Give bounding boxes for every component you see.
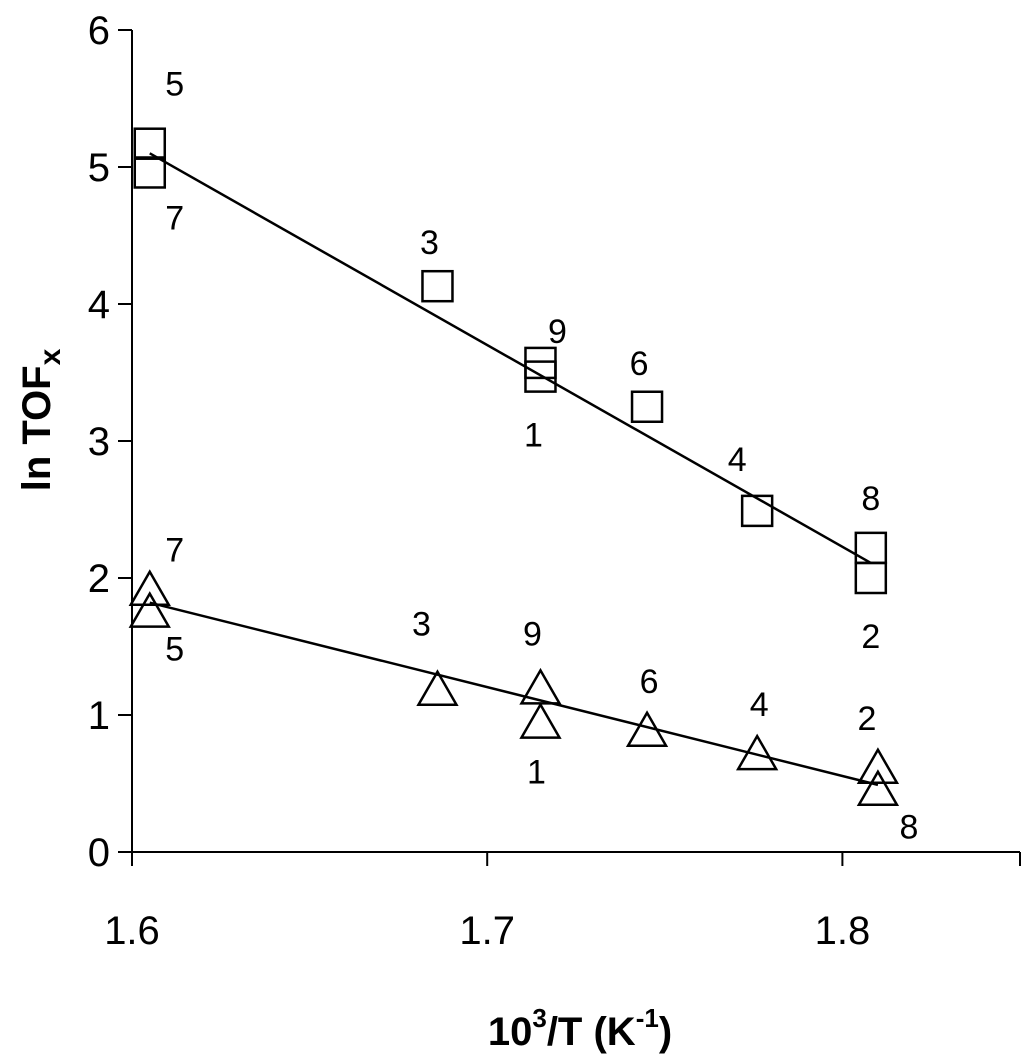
point-label: 6 xyxy=(640,663,659,701)
point-label: 8 xyxy=(861,480,880,518)
point-label: 4 xyxy=(750,686,769,724)
x-axis-title: 103/T (K-1) xyxy=(488,1003,672,1054)
point-label: 8 xyxy=(899,809,918,847)
point-label: 7 xyxy=(165,199,184,237)
triangle-marker xyxy=(735,733,779,771)
point-label: 4 xyxy=(728,441,747,479)
y-tick-label: 1 xyxy=(88,694,110,738)
square-marker xyxy=(854,561,888,595)
triangle-marker xyxy=(625,710,669,748)
fit-line xyxy=(149,152,872,565)
triangle-marker xyxy=(128,569,171,606)
y-tick-label: 3 xyxy=(88,420,110,464)
point-labels: 5 7 3 9 1 6 4 8 2 7 5 3 9 1 6 4 2 8 xyxy=(165,66,918,847)
x-tick-label: 1.8 xyxy=(815,909,871,953)
point-label: 2 xyxy=(861,618,880,656)
axes: 0 1 2 3 4 5 6 1.6 1.7 1.8 xyxy=(88,9,1021,953)
data-markers xyxy=(128,127,900,806)
triangle-marker xyxy=(416,669,459,706)
triangle-marker xyxy=(856,747,900,785)
fit-lines xyxy=(149,152,879,787)
point-label: 1 xyxy=(524,417,543,455)
y-tick-label: 4 xyxy=(88,283,110,327)
square-marker xyxy=(630,390,664,423)
y-tick-label: 0 xyxy=(88,831,110,875)
point-label: 3 xyxy=(412,606,431,644)
fit-line xyxy=(149,601,879,787)
square-marker xyxy=(524,360,557,393)
point-label: 6 xyxy=(630,345,649,383)
point-label: 1 xyxy=(527,754,546,792)
y-tick-label: 2 xyxy=(88,557,110,601)
triangle-marker xyxy=(519,702,562,739)
triangle-marker xyxy=(128,591,171,628)
y-tick-label: 6 xyxy=(88,9,110,53)
square-marker xyxy=(133,156,167,189)
square-marker xyxy=(524,346,557,380)
square-marker xyxy=(740,494,774,528)
x-tick-label: 1.7 xyxy=(459,909,515,953)
square-marker xyxy=(421,269,454,303)
y-tick-label: 5 xyxy=(88,146,110,190)
y-axis-title: ln TOFx xyxy=(15,348,67,491)
point-label: 2 xyxy=(857,700,876,738)
point-label: 5 xyxy=(165,66,184,104)
point-label: 3 xyxy=(420,224,439,262)
point-label: 7 xyxy=(165,532,184,570)
point-label: 9 xyxy=(548,313,567,351)
x-tick-label: 1.6 xyxy=(104,909,160,953)
point-label: 9 xyxy=(523,615,542,653)
triangle-marker xyxy=(856,769,900,806)
point-label: 5 xyxy=(165,631,184,669)
